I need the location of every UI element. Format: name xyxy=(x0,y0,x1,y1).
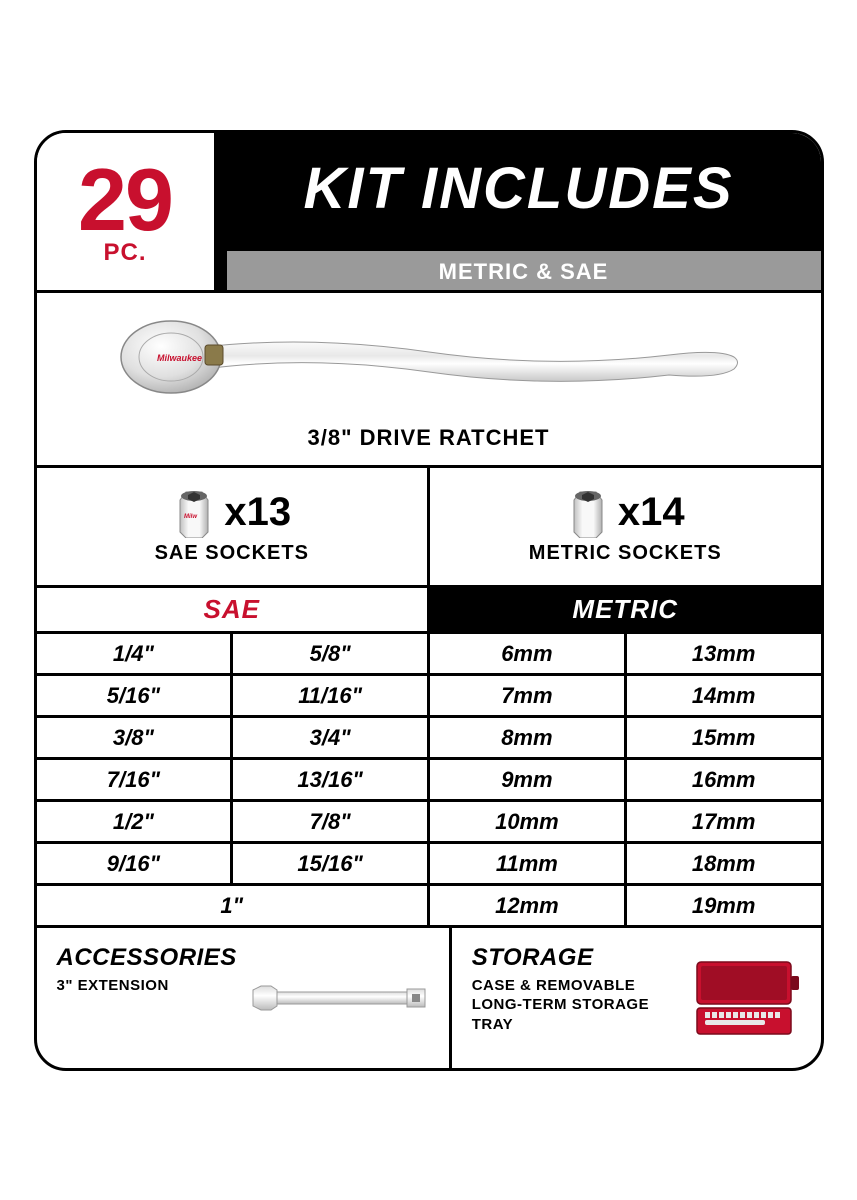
size-cell: 14mm xyxy=(627,676,821,715)
size-row: 7mm14mm xyxy=(430,676,821,718)
accessories-box: ACCESSORIES 3" EXTENSION xyxy=(37,928,452,1068)
size-cell: 3/8" xyxy=(37,718,234,757)
piece-count-number: 29 xyxy=(78,163,172,238)
metric-header: METRIC xyxy=(430,588,821,631)
socket-icon: Milw xyxy=(172,488,216,538)
size-cell: 13/16" xyxy=(233,760,427,799)
size-cell: 9mm xyxy=(430,760,627,799)
size-row: 5/16"11/16" xyxy=(37,676,428,718)
sockets-row: Milw x13 SAE SOCKETS x14 METRIC SOCKETS xyxy=(37,468,821,588)
ratchet-label: 3/8" DRIVE RATCHET xyxy=(308,425,550,451)
size-cell: 9/16" xyxy=(37,844,234,883)
svg-text:Milwaukee: Milwaukee xyxy=(157,353,202,363)
sae-header: SAE xyxy=(37,588,431,631)
extension-icon xyxy=(249,978,429,1018)
ratchet-section: Milwaukee 3/8" DRIVE RATCHET xyxy=(37,293,821,468)
kit-title: KIT INCLUDES xyxy=(217,133,821,251)
svg-text:Milw: Milw xyxy=(184,514,197,520)
piece-count-box: 29 PC. xyxy=(37,133,217,293)
storage-desc: CASE & REMOVABLE LONG-TERM STORAGE TRAY xyxy=(472,976,679,1035)
sizes-grid: 1/4"5/8"5/16"11/16"3/8"3/4"7/16"13/16"1/… xyxy=(37,634,821,928)
size-row: 7/16"13/16" xyxy=(37,760,428,802)
size-row: 8mm15mm xyxy=(430,718,821,760)
size-cell: 1/4" xyxy=(37,634,234,673)
storage-case-icon xyxy=(691,958,801,1038)
storage-title: STORAGE xyxy=(472,944,679,972)
size-cell: 7mm xyxy=(430,676,627,715)
size-cell: 15mm xyxy=(627,718,821,757)
size-cell: 8mm xyxy=(430,718,627,757)
size-row: 9mm16mm xyxy=(430,760,821,802)
size-row: 1/2"7/8" xyxy=(37,802,428,844)
metric-socket-count: x14 xyxy=(618,490,685,535)
size-row: 11mm18mm xyxy=(430,844,821,886)
size-cell: 1/2" xyxy=(37,802,234,841)
ratchet-icon: Milwaukee xyxy=(109,307,749,417)
size-cell: 16mm xyxy=(627,760,821,799)
metric-socket-label: METRIC SOCKETS xyxy=(529,542,722,565)
size-cell: 11mm xyxy=(430,844,627,883)
size-row: 3/8"3/4" xyxy=(37,718,428,760)
size-row: 10mm17mm xyxy=(430,802,821,844)
size-cell: 15/16" xyxy=(233,844,427,883)
size-row: 9/16"15/16" xyxy=(37,844,428,886)
storage-box: STORAGE CASE & REMOVABLE LONG-TERM STORA… xyxy=(452,928,821,1068)
size-row: 1" xyxy=(37,886,428,928)
size-cell: 6mm xyxy=(430,634,627,673)
size-cell: 10mm xyxy=(430,802,627,841)
size-cell: 18mm xyxy=(627,844,821,883)
subtitle-bar: METRIC & SAE xyxy=(217,251,821,293)
socket-icon xyxy=(566,488,610,538)
sae-socket-box: Milw x13 SAE SOCKETS xyxy=(37,468,431,585)
sae-socket-label: SAE SOCKETS xyxy=(155,542,309,565)
accessories-title: ACCESSORIES xyxy=(57,944,237,972)
size-cell: 13mm xyxy=(627,634,821,673)
size-header-row: SAE METRIC xyxy=(37,588,821,634)
sae-socket-count: x13 xyxy=(224,490,291,535)
size-row: 6mm13mm xyxy=(430,634,821,676)
size-cell: 17mm xyxy=(627,802,821,841)
size-cell: 5/8" xyxy=(233,634,427,673)
size-cell: 3/4" xyxy=(233,718,427,757)
size-cell: 7/8" xyxy=(233,802,427,841)
header-right: KIT INCLUDES METRIC & SAE xyxy=(217,133,821,293)
kit-card: 29 PC. KIT INCLUDES METRIC & SAE xyxy=(34,130,824,1071)
size-row: 1/4"5/8" xyxy=(37,634,428,676)
metric-socket-box: x14 METRIC SOCKETS xyxy=(430,468,821,585)
header: 29 PC. KIT INCLUDES METRIC & SAE xyxy=(37,133,821,293)
bottom-row: ACCESSORIES 3" EXTENSION STORAGE CASE & … xyxy=(37,928,821,1068)
size-cell: 5/16" xyxy=(37,676,234,715)
accessories-desc: 3" EXTENSION xyxy=(57,976,237,996)
size-cell: 7/16" xyxy=(37,760,234,799)
sae-column: 1/4"5/8"5/16"11/16"3/8"3/4"7/16"13/16"1/… xyxy=(37,634,431,928)
size-cell: 12mm xyxy=(430,886,627,925)
size-cell: 19mm xyxy=(627,886,821,925)
piece-count-label: PC. xyxy=(103,239,146,267)
size-row: 12mm19mm xyxy=(430,886,821,928)
size-cell: 1" xyxy=(37,886,428,925)
metric-column: 6mm13mm7mm14mm8mm15mm9mm16mm10mm17mm11mm… xyxy=(430,634,821,928)
size-cell: 11/16" xyxy=(233,676,427,715)
